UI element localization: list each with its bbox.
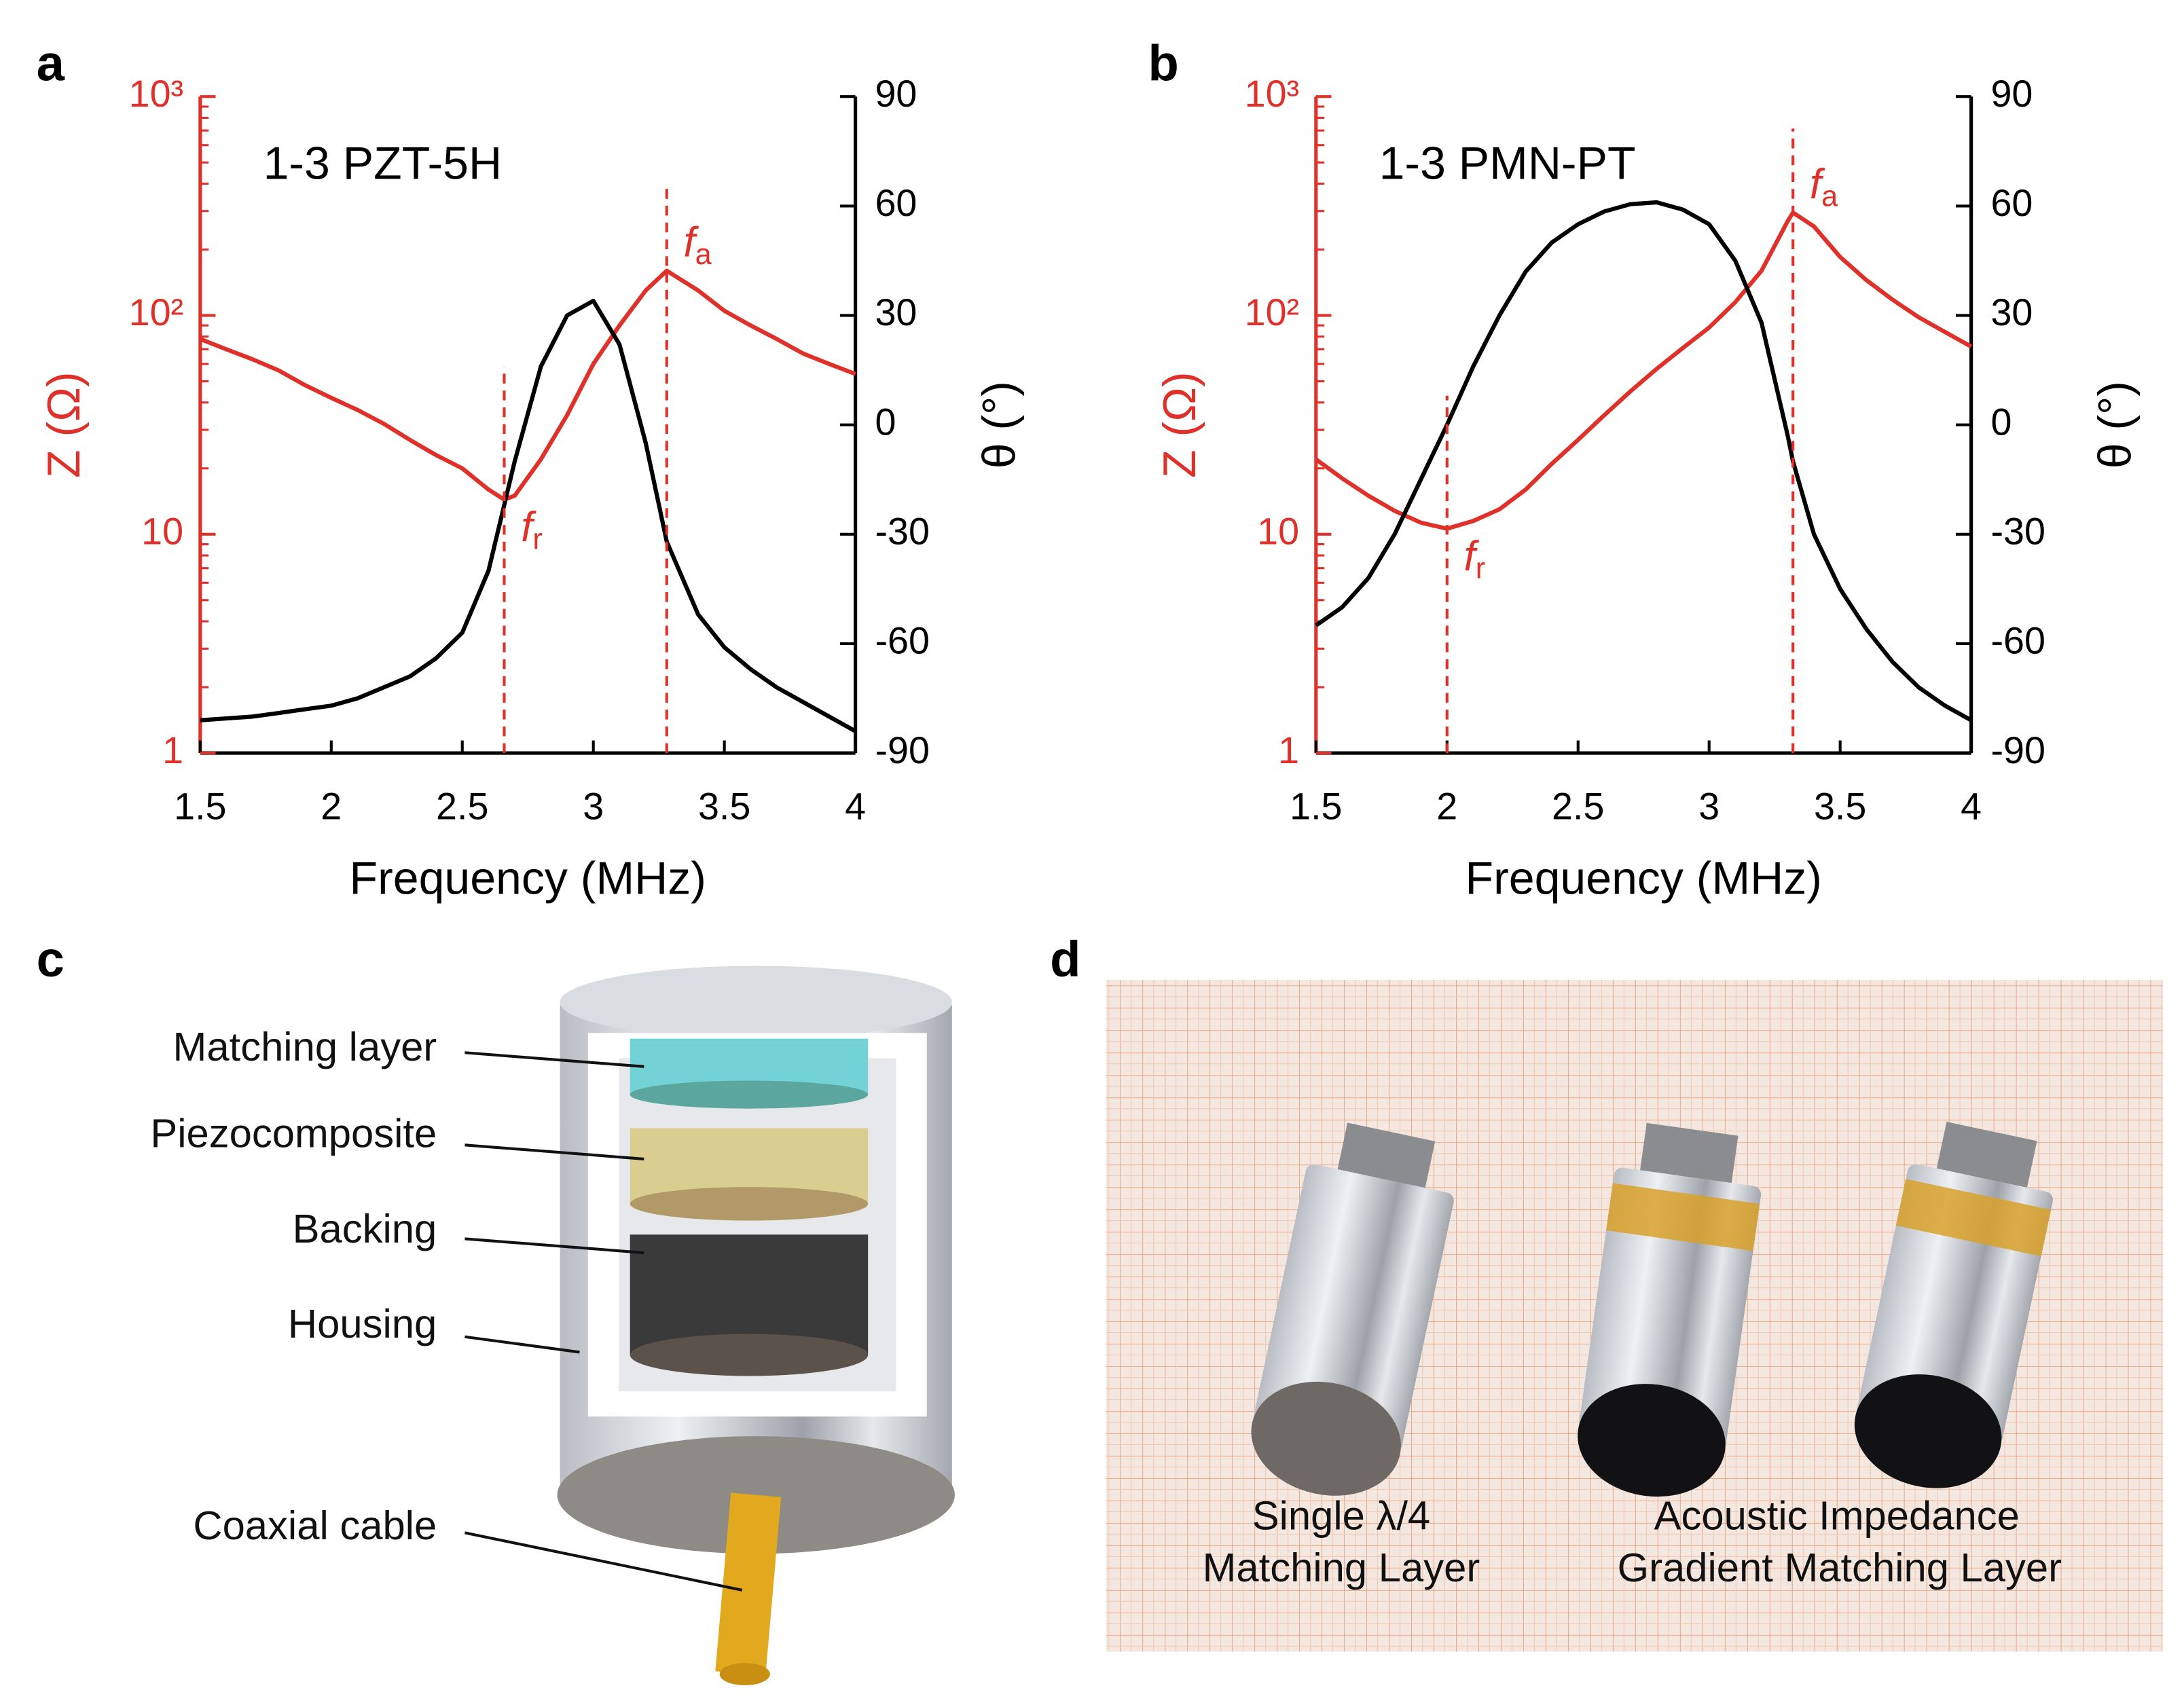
marker-subscript: r [532,524,542,556]
diagram-label: Coaxial cable [193,1503,437,1548]
y2-tick-label: 30 [875,291,917,333]
series-line [1315,200,1973,722]
y2-tick-label: 90 [875,73,917,115]
backing-bottom [630,1334,869,1376]
panel-label: a [37,35,65,92]
y-tick-label: 10 [1257,511,1299,553]
x-tick-label: 1.5 [174,785,226,827]
diagram-label: Housing [288,1301,437,1346]
y2-tick-label: -30 [1990,511,2045,553]
x-tick-label: 4 [1961,785,1982,827]
annotation: 1-3 PZT-5H [263,137,503,189]
panel-label: c [37,931,65,987]
face [1578,1384,1726,1497]
label-band [1895,1179,2052,1257]
x-tick-label: 3 [1698,785,1719,827]
x-tick-label: 3.5 [1814,785,1866,827]
y2-tick-label: -60 [875,620,929,662]
series-line [1315,210,1973,531]
leader-line [465,1335,580,1354]
annotation: 1-3 PMN-PT [1379,137,1636,189]
y2-tick-label: 0 [1990,401,2012,443]
chart: 1.5 2 2.5 3 3.5 4 1 10 10² 10³ -90 -60 -30 0 30 60 90 Fre… [1154,73,2141,904]
x-tick-label: 1.5 [1290,785,1342,827]
x-tick-label: 2 [1436,785,1457,827]
transducer-photo [1854,1122,2053,1488]
y2-axis-label: θ (°) [2089,381,2141,469]
photo-caption: Matching Layer [1203,1545,1480,1590]
y-tick-label: 10 [141,511,183,553]
leader-line [465,1237,644,1255]
y-tick-label: 1 [1278,729,1299,771]
series-line [200,298,857,733]
y2-tick-label: 60 [1990,182,2033,224]
label-band [1606,1183,1760,1251]
transducer-diagram: Matching layer Piezocomposite Backing Ho… [150,966,955,1686]
series-line [199,268,856,502]
y2-tick-label: 30 [1990,291,2033,333]
y2-tick-label: -60 [1990,620,2045,662]
x-axis-label: Frequency (MHz) [1466,853,1822,904]
piezocomposite-bottom [630,1187,869,1221]
transducer-photo [1578,1122,1762,1497]
chart: 1.5 2 2.5 3 3.5 4 1 10 10² 10³ -90 -60 -30 0 30 60 90 Fre… [38,73,1025,904]
marker-label: fr [521,504,543,556]
diagram-label: Matching layer [173,1024,437,1069]
marker-label: fr [1464,533,1486,585]
marker-label: fa [1810,161,1838,213]
y2-tick-label: -30 [875,511,929,553]
y-tick-label: 10³ [1245,73,1299,115]
y-tick-label: 10² [1245,291,1299,333]
x-tick-label: 2.5 [436,785,488,827]
photo-caption: Single λ/4 [1252,1493,1430,1539]
y2-tick-label: -90 [1990,729,2045,771]
face [1251,1381,1401,1496]
x-tick-label: 4 [845,785,866,827]
y-tick-label: 10² [129,291,183,333]
x-tick-label: 3.5 [698,785,750,827]
matching-layer-bottom [630,1080,869,1109]
y2-tick-label: 90 [1990,73,2033,115]
panel-label: b [1148,35,1178,92]
housing-top [560,966,952,1039]
y-axis-label: Z (Ω) [38,371,90,478]
y2-axis-label: θ (°) [973,381,1025,469]
coaxial-cable [715,1492,782,1676]
marker-label: fa [683,219,712,272]
y2-tick-label: 60 [875,182,917,224]
face [1854,1374,2002,1488]
leader-line [465,1531,743,1592]
y-tick-label: 1 [162,729,183,771]
x-tick-label: 2 [321,785,342,827]
x-tick-label: 3 [583,785,604,827]
photo-caption: Gradient Matching Layer [1618,1545,2062,1590]
leader-line [465,1143,644,1160]
y-tick-label: 10³ [129,73,183,115]
photo: Single λ/4 Matching Layer Acoustic Imped… [1106,980,2164,1652]
coaxial-end [719,1663,770,1686]
panel-label: d [1050,931,1080,987]
marker-subscript: a [695,239,712,272]
marker-subscript: a [1821,181,1838,213]
diagram-label: Piezocomposite [150,1111,437,1156]
leader-line [465,1051,644,1068]
diagram-label: Backing [293,1206,437,1251]
x-axis-label: Frequency (MHz) [350,853,706,904]
y2-tick-label: -90 [875,729,929,771]
transducer-photo [1251,1122,1454,1496]
marker-subscript: r [1476,553,1485,585]
leader-lines [465,1051,743,1592]
photo-caption: Acoustic Impedance [1654,1493,2020,1539]
y-axis-label: Z (Ω) [1154,371,1205,478]
y2-tick-label: 0 [875,401,896,443]
body [1254,1164,1454,1453]
x-tick-label: 2.5 [1552,785,1604,827]
